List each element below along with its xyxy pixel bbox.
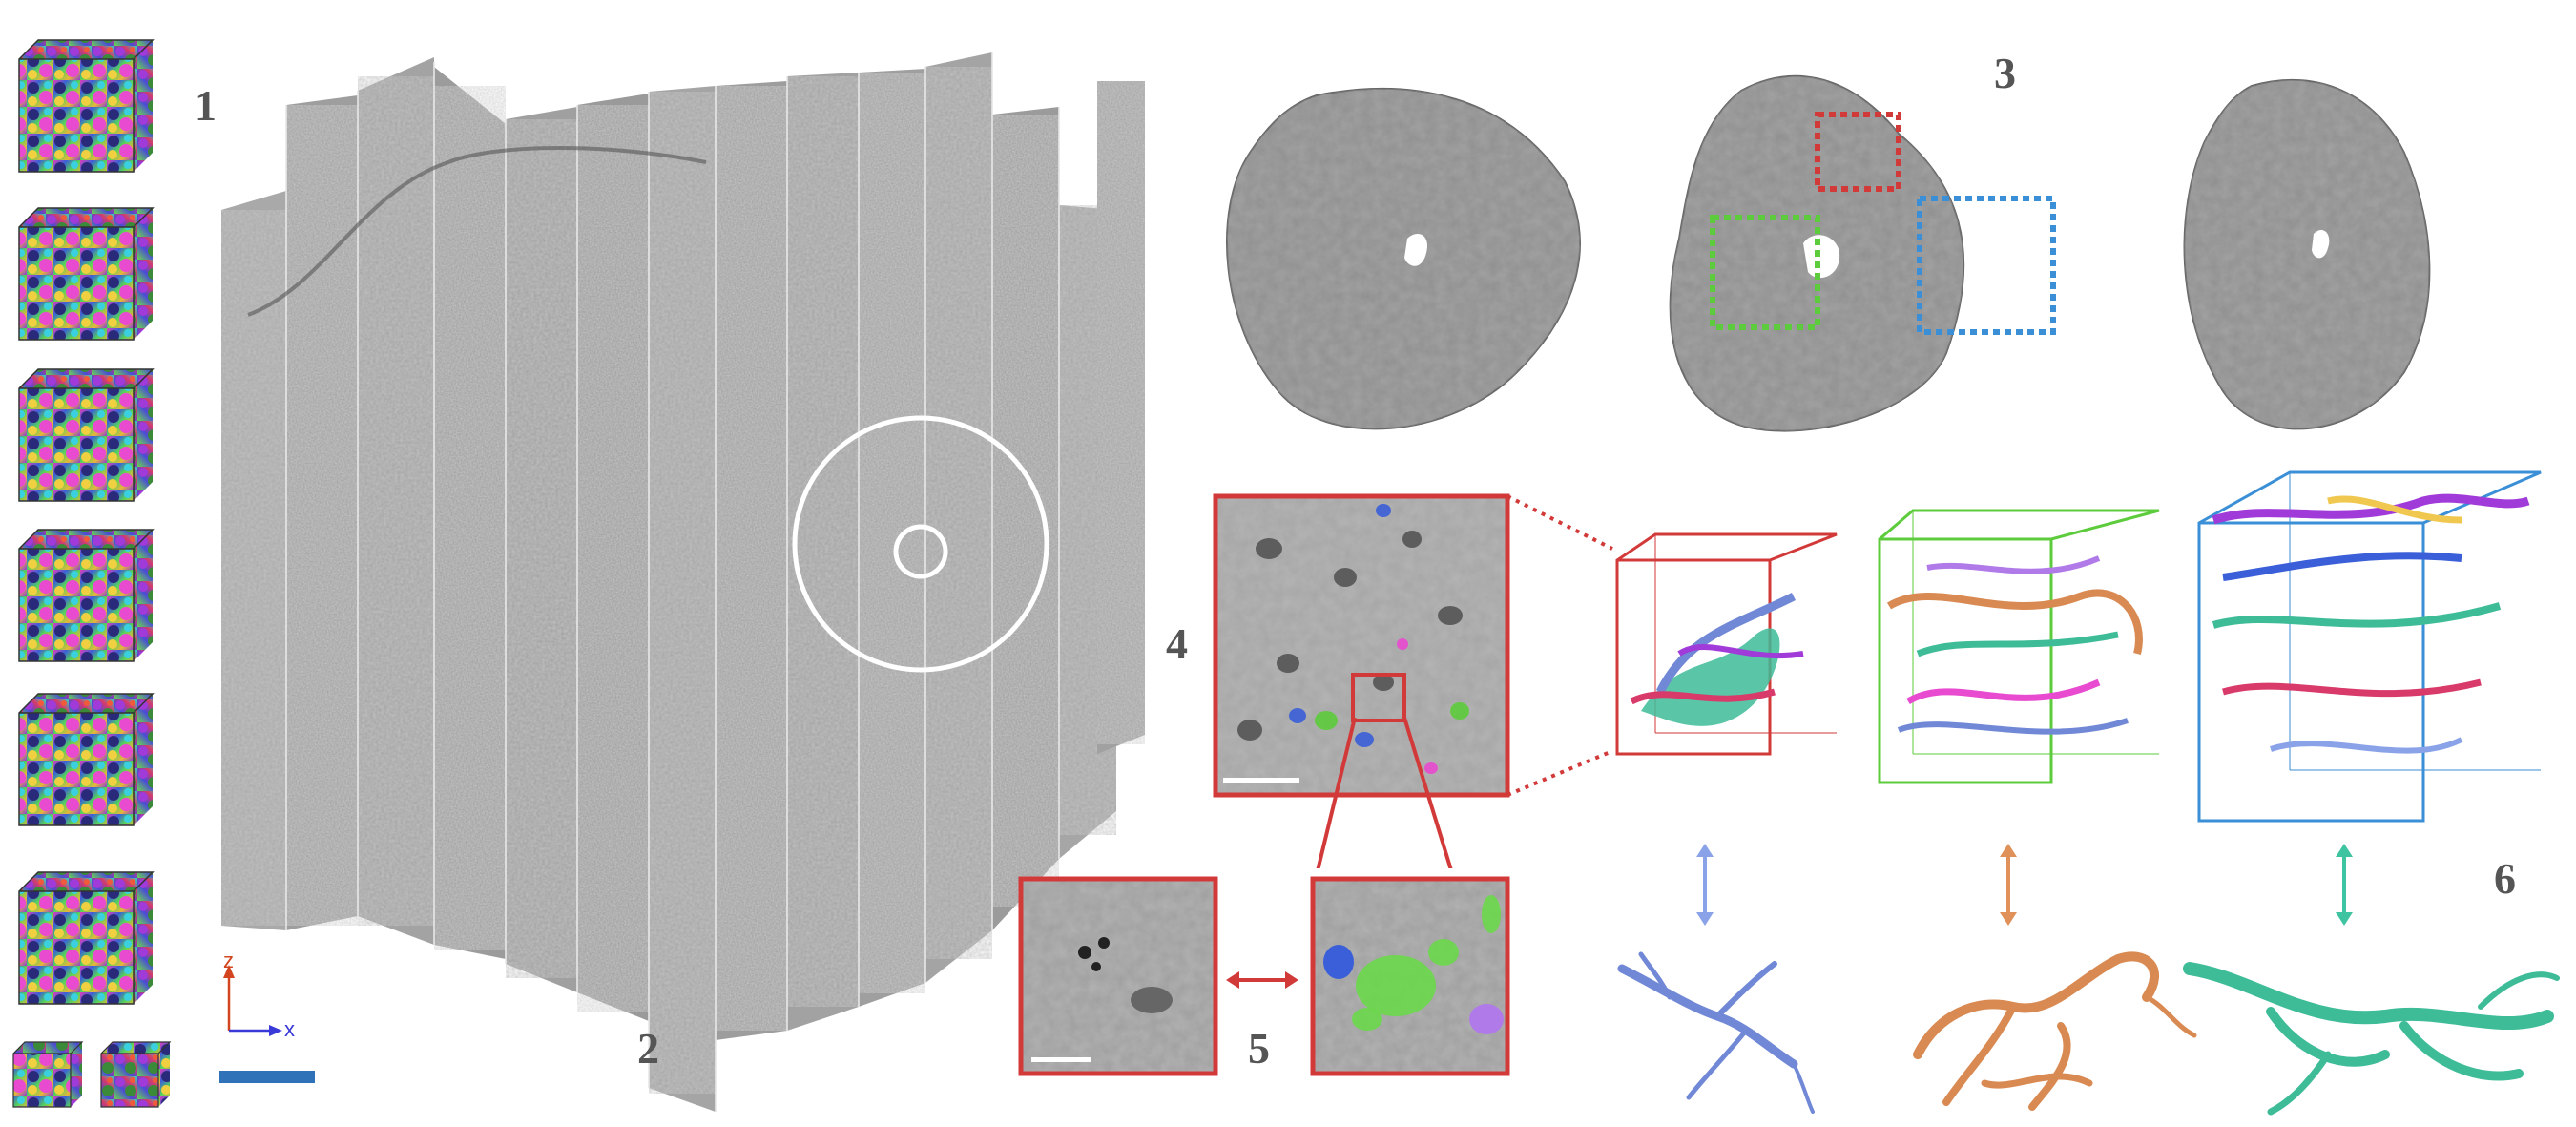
- inner-circle-marker: [893, 524, 948, 579]
- arrow-teal: [2336, 844, 2353, 926]
- segmentation-cubes-column: [12, 39, 172, 1108]
- axis-indicator: [223, 965, 282, 1036]
- cube-small-b: [100, 1041, 172, 1108]
- region-box-green: [1710, 215, 1820, 330]
- em-tile-strips: [221, 52, 1145, 1112]
- em-crop-raw: [1018, 876, 1218, 1076]
- region-box-red: [1815, 112, 1901, 192]
- panel-label-4: 4: [1166, 619, 1188, 668]
- neuron-single-orange: [1913, 951, 2197, 1111]
- cube-6: [18, 871, 155, 1005]
- cube-5: [18, 693, 155, 826]
- region-box-blue: [1917, 196, 2056, 335]
- section-scale-bar: [1223, 778, 1299, 783]
- segmented-cells: [1237, 504, 1469, 774]
- zoom-region-box: [1351, 673, 1406, 722]
- neuron-box-blue: [2197, 470, 2542, 823]
- bidirectional-arrow-crop: [1226, 971, 1298, 989]
- neuron-single-blue: [1617, 951, 1815, 1114]
- panel-label-1: 1: [195, 81, 217, 130]
- neuron-boxes: [1615, 470, 2542, 823]
- arrow-orange: [2000, 844, 2017, 926]
- volume-renderings: [1226, 75, 2431, 432]
- neuron-box-red: [1615, 532, 1838, 756]
- volume-render-right: [2183, 78, 2431, 430]
- volume-render-left: [1226, 87, 1581, 430]
- panel-label-3: 3: [1994, 49, 2016, 97]
- volume-render-middle: [1669, 75, 2056, 432]
- panel-label-5: 5: [1248, 1024, 1270, 1073]
- em-crop-segmented: [1310, 876, 1510, 1076]
- neuron-box-green: [1878, 509, 2160, 784]
- cube-2: [18, 207, 155, 341]
- single-neurons: [1617, 951, 2560, 1116]
- cube-1: [18, 39, 155, 173]
- scale-bar: [219, 1071, 315, 1083]
- cube-3: [18, 368, 155, 502]
- axis-label-x: x: [284, 1017, 295, 1041]
- neuron-single-teal: [2183, 962, 2560, 1116]
- em-section-panel: [1213, 493, 1613, 798]
- arrow-blue: [1696, 844, 1714, 926]
- outer-circle-marker: [792, 415, 1049, 673]
- em-mosaic: [221, 52, 1145, 1112]
- tissue-boundary: [247, 146, 707, 317]
- cube-small-a: [12, 1041, 84, 1108]
- panel-label-2: 2: [637, 1024, 659, 1073]
- zoom-connectors: [1316, 717, 1453, 868]
- panel-label-6: 6: [2494, 854, 2516, 903]
- cube-4: [18, 529, 155, 662]
- axis-label-z: z: [223, 949, 234, 972]
